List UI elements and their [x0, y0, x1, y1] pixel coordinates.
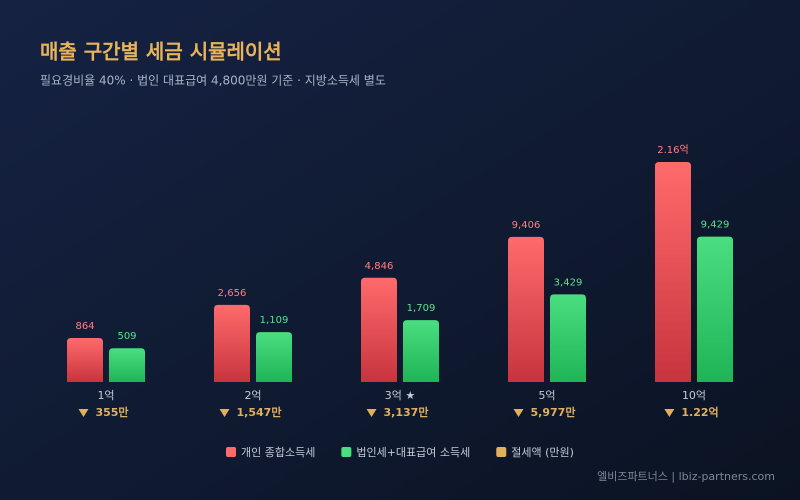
saving-marker [664, 409, 675, 417]
chart-subtitle: 필요경비율 40% · 법인 대표급여 4,800만원 기준 · 지방소득세 별… [40, 74, 386, 88]
x-tick-label: 5억 [538, 389, 555, 402]
value-label: 509 [117, 331, 136, 342]
value-label: 3,429 [554, 277, 583, 288]
x-tick-label: 3억 ★ [385, 389, 416, 402]
saving-label: 5,977만 [531, 405, 576, 419]
value-label: 4,846 [365, 261, 394, 272]
value-label: 864 [75, 321, 94, 332]
bar [109, 348, 145, 382]
chart-title: 매출 구간별 세금 시뮬레이션 [40, 40, 282, 64]
saving-marker [366, 409, 377, 417]
saving-label: 3,137만 [384, 405, 429, 419]
x-tick-label: 2억 [244, 389, 261, 402]
bar [67, 338, 103, 382]
legend-label: 개인 종합소득세 [241, 446, 315, 459]
bar [697, 236, 733, 382]
value-label: 1,709 [407, 303, 436, 314]
bar [550, 294, 586, 382]
value-label: 1,109 [260, 315, 289, 326]
x-tick-label: 1억 [97, 389, 114, 402]
bar [403, 320, 439, 382]
legend-swatch [341, 447, 352, 457]
saving-label: 355만 [95, 405, 128, 419]
legend-swatch [496, 447, 507, 457]
legend-label: 법인세+대표급여 소득세 [356, 446, 470, 459]
saving-marker [513, 409, 524, 417]
legend-label: 절세액 (만원) [511, 446, 574, 459]
bar [214, 304, 250, 382]
saving-label: 1.22억 [681, 406, 718, 419]
bar [361, 277, 397, 382]
value-label: 9,429 [701, 220, 730, 231]
x-tick-label: 10억 [682, 389, 706, 402]
bar [508, 236, 544, 382]
saving-marker [219, 409, 230, 417]
saving-marker [78, 409, 89, 417]
footer: 엘비즈파트너스 | lbiz-partners.com [597, 470, 775, 483]
legend-swatch [226, 447, 236, 457]
value-label: 2,656 [218, 288, 247, 299]
value-label: 2.16억 [657, 144, 688, 156]
bar [655, 162, 691, 382]
value-label: 9,406 [512, 220, 541, 231]
saving-label: 1,547만 [237, 405, 282, 419]
bar [256, 332, 292, 382]
